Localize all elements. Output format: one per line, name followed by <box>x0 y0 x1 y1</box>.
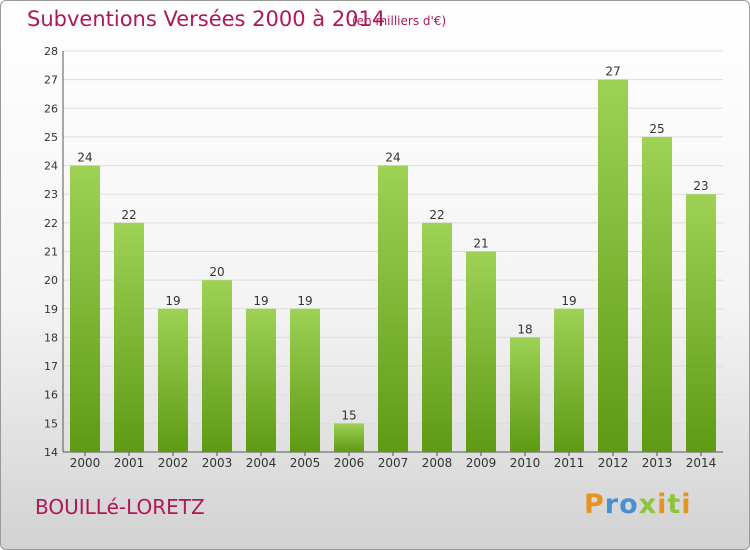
bar-value-label: 27 <box>605 65 620 79</box>
chart-title: Subventions Versées 2000 à 2014 <box>27 7 386 31</box>
bar <box>290 308 320 452</box>
bar <box>510 337 540 452</box>
bar-value-label: 19 <box>297 294 312 308</box>
bar <box>246 308 276 452</box>
y-tick-label: 18 <box>44 331 58 344</box>
bars <box>70 79 716 453</box>
x-tick-label: 2000 <box>70 456 101 470</box>
chart-subtitle: (en milliers d'€) <box>352 14 447 28</box>
y-tick-label: 23 <box>44 188 58 201</box>
y-tick-label: 25 <box>44 131 58 144</box>
commune-name: BOUILLé-LORETZ <box>35 495 205 519</box>
x-tick-label: 2008 <box>422 456 453 470</box>
x-tick-label: 2010 <box>510 456 541 470</box>
bar-value-label: 22 <box>121 208 136 222</box>
bar-value-label: 21 <box>473 237 488 251</box>
y-tick-label: 17 <box>44 360 58 373</box>
bar <box>378 165 408 453</box>
bar-value-label: 18 <box>517 322 532 336</box>
bar-value-label: 22 <box>429 208 444 222</box>
bar <box>554 308 584 452</box>
bar <box>598 79 628 453</box>
x-tick-label: 2004 <box>246 456 277 470</box>
bar-value-label: 15 <box>341 408 356 422</box>
logo-letter: i <box>681 489 692 520</box>
logo-letter: r <box>604 489 620 520</box>
bar-value-label: 19 <box>253 294 268 308</box>
bar <box>70 165 100 453</box>
y-tick-label: 14 <box>44 446 58 459</box>
y-tick-label: 20 <box>44 274 58 287</box>
x-tick-label: 2006 <box>334 456 365 470</box>
proxiti-logo[interactable]: Proxiti <box>584 489 692 520</box>
x-tick-label: 2009 <box>466 456 497 470</box>
x-tick-label: 2011 <box>554 456 585 470</box>
bar <box>158 308 188 452</box>
bar-value-label: 19 <box>561 294 576 308</box>
bar-value-label: 19 <box>165 294 180 308</box>
bar-value-label: 24 <box>77 151 92 165</box>
x-tick-label: 2013 <box>642 456 673 470</box>
x-tick-label: 2014 <box>686 456 717 470</box>
y-tick-label: 22 <box>44 217 58 230</box>
logo-letter: P <box>584 489 605 520</box>
x-tick-label: 2007 <box>378 456 409 470</box>
bar <box>642 136 672 452</box>
x-tick-label: 2001 <box>114 456 145 470</box>
bar <box>334 423 364 452</box>
y-tick-label: 26 <box>44 102 58 115</box>
bar-value-label: 23 <box>693 179 708 193</box>
logo-letter: x <box>638 489 658 520</box>
bar <box>114 222 144 452</box>
bar <box>466 251 496 452</box>
logo-letter: i <box>657 489 668 520</box>
labels: 14 15 16 17 18 19 20 21 22 23 24 25 26 27 28 24 2000 22 20… <box>44 45 716 470</box>
logo-letter: o <box>619 489 639 520</box>
y-tick-label: 15 <box>44 417 58 430</box>
y-tick-label: 28 <box>44 45 58 58</box>
y-tick-label: 21 <box>44 246 58 259</box>
x-tick-label: 2003 <box>202 456 233 470</box>
y-tick-label: 27 <box>44 74 58 87</box>
x-tick-label: 2002 <box>158 456 189 470</box>
y-tick-label: 24 <box>44 160 58 173</box>
logo-letter: t <box>667 489 682 520</box>
y-tick-label: 19 <box>44 303 58 316</box>
bar-value-label: 25 <box>649 122 664 136</box>
bar-chart: 14 15 16 17 18 19 20 21 22 23 24 25 26 27 28 24 2000 22 20… <box>44 45 723 470</box>
x-tick-label: 2012 <box>598 456 629 470</box>
bar <box>686 194 716 452</box>
x-tick-label: 2005 <box>290 456 321 470</box>
y-tick-label: 16 <box>44 389 58 402</box>
bar-value-label: 20 <box>209 265 224 279</box>
bar <box>422 222 452 452</box>
bar-value-label: 24 <box>385 151 400 165</box>
bar <box>202 280 232 452</box>
